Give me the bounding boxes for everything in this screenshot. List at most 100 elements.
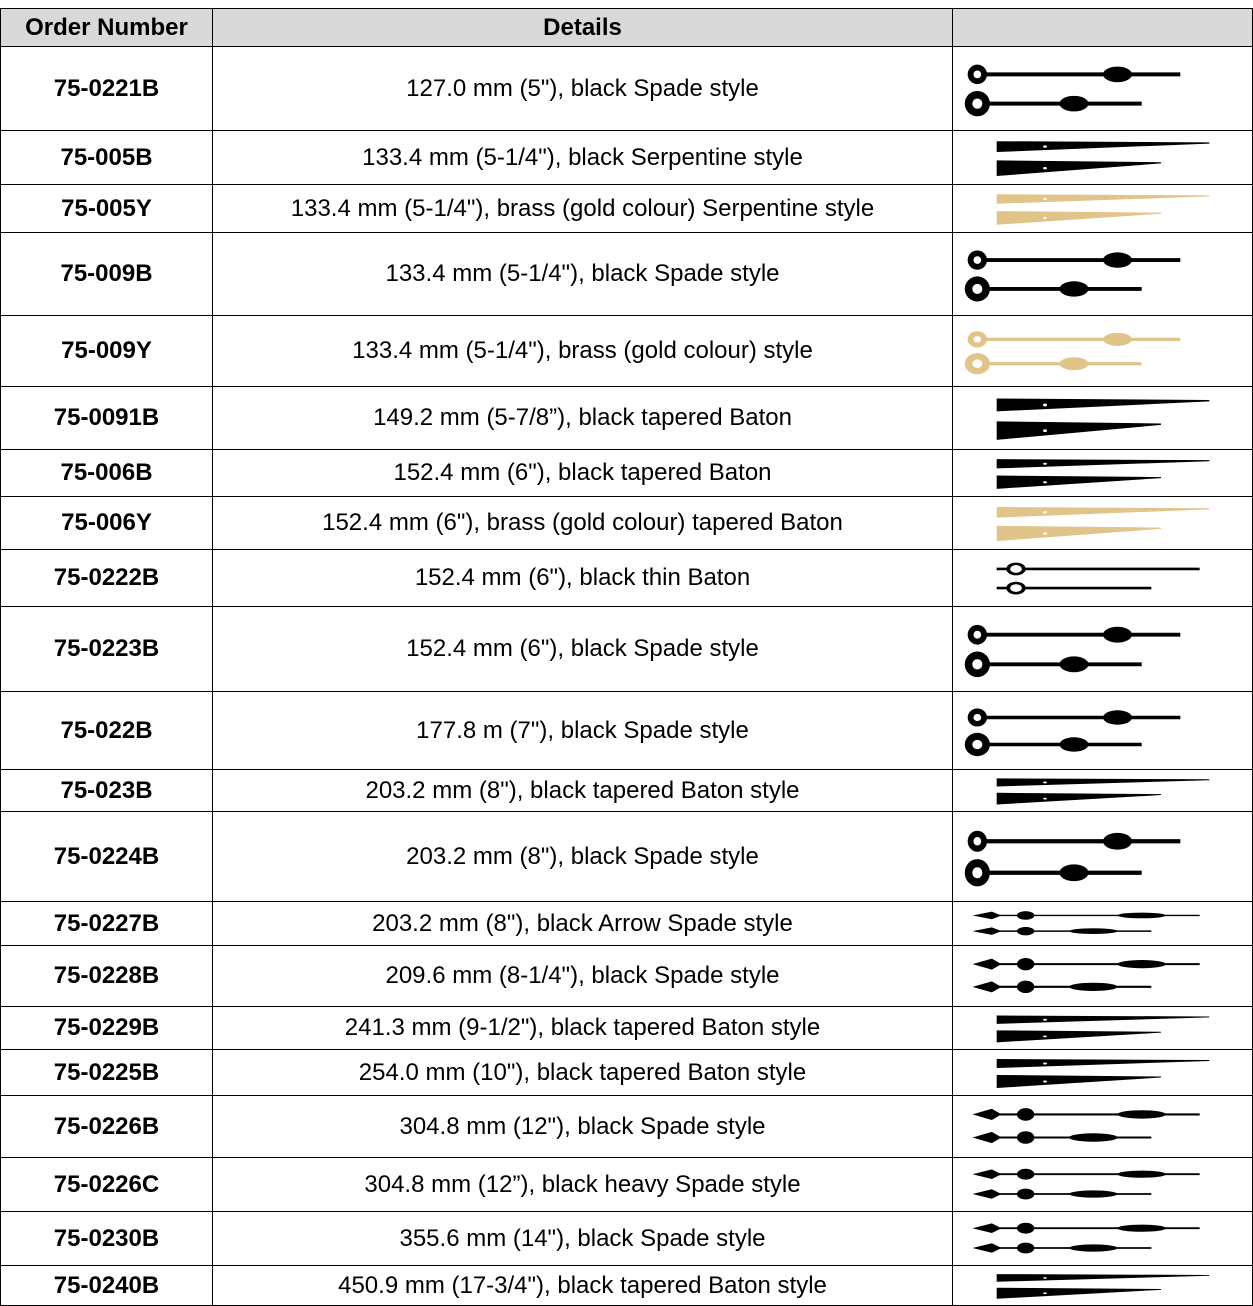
hand-shape <box>972 836 981 845</box>
details: 304.8 mm (12"), black Spade style <box>213 1096 953 1158</box>
order-number: 75-0240B <box>0 1266 213 1306</box>
hand-shape <box>996 1015 1209 1024</box>
order-number: 75-0224B <box>0 812 213 902</box>
hand-shape <box>971 98 982 109</box>
details: 152.4 mm (6"), black tapered Baton <box>213 450 953 497</box>
image-cell <box>953 946 1253 1007</box>
hand-shape <box>1042 1080 1047 1082</box>
hand-shape <box>996 1273 1209 1282</box>
order-number: 75-0225B <box>0 1050 213 1096</box>
hand-shape <box>1059 863 1088 881</box>
order-number: 75-0227B <box>0 902 213 946</box>
clock-hands-image <box>996 398 1209 440</box>
hand-shape <box>1042 510 1047 514</box>
hand-shape <box>996 140 1209 152</box>
details: 241.3 mm (9-1/2"), black tapered Baton s… <box>213 1007 953 1050</box>
image-cell <box>953 607 1253 692</box>
image-cell <box>953 1050 1253 1096</box>
hand-shape <box>1042 1062 1047 1064</box>
order-number: 75-0226C <box>0 1158 213 1212</box>
hand-shape <box>972 713 981 721</box>
hand-shape <box>972 69 981 78</box>
details: 133.4 mm (5-1/4"), black Serpentine styl… <box>213 131 953 185</box>
details: 203.2 mm (8"), black tapered Baton style <box>213 770 953 812</box>
image-cell <box>953 1007 1253 1050</box>
hand-shape <box>1102 66 1132 82</box>
hand-shape <box>1068 982 1117 991</box>
clock-hands-image <box>996 1273 1209 1299</box>
hand-shape <box>971 658 982 669</box>
hand-shape <box>1042 144 1047 148</box>
details: 133.4 mm (5-1/4"), brass (gold colour) s… <box>213 316 953 387</box>
hand-shape <box>1042 1291 1047 1294</box>
hand-shape <box>1042 531 1047 535</box>
image-cell <box>953 1266 1253 1306</box>
image-cell <box>953 131 1253 185</box>
order-number: 75-009B <box>0 233 213 316</box>
hand-shape <box>972 630 981 639</box>
hand-shape <box>1016 1188 1034 1199</box>
hand-shape <box>972 1188 1001 1199</box>
order-number: 75-009Y <box>0 316 213 387</box>
hand-shape <box>996 193 1209 204</box>
hand-shape <box>996 792 1161 804</box>
details: 254.0 mm (10"), black tapered Baton styl… <box>213 1050 953 1096</box>
order-number: 75-0229B <box>0 1007 213 1050</box>
hand-shape <box>972 958 1001 970</box>
hand-shape <box>996 159 1161 176</box>
hand-shape <box>1042 428 1047 432</box>
hand-shape <box>1042 797 1047 800</box>
hand-shape <box>1042 1018 1047 1021</box>
image-cell <box>953 550 1253 607</box>
order-number: 75-0226B <box>0 1096 213 1158</box>
hand-shape <box>1042 166 1047 169</box>
image-cell <box>953 902 1253 946</box>
hand-shape <box>1068 1132 1117 1142</box>
image-cell <box>953 770 1253 812</box>
clock-hands-image <box>964 64 1180 116</box>
hand-shape <box>972 335 981 343</box>
hand-shape <box>971 739 982 749</box>
hand-shape <box>1016 1107 1034 1121</box>
image-cell <box>953 1096 1253 1158</box>
hand-shape <box>1016 1242 1034 1253</box>
hand-shape <box>996 1058 1209 1068</box>
image-cell <box>953 316 1253 387</box>
hand-shape <box>1102 832 1132 850</box>
order-number: 75-0222B <box>0 550 213 607</box>
hand-shape <box>1016 926 1034 935</box>
hand-shape <box>1016 1168 1034 1180</box>
image-cell <box>953 233 1253 316</box>
hand-shape <box>1059 95 1088 111</box>
clock-hands-image <box>972 1168 1200 1199</box>
clock-hands-image <box>996 193 1209 225</box>
hand-shape <box>996 398 1209 411</box>
hand-shape <box>1005 562 1026 575</box>
hand-shape <box>1042 480 1047 483</box>
hand-shape <box>972 1168 1001 1179</box>
hand-shape <box>1117 1224 1166 1232</box>
clock-hands-image <box>996 777 1209 804</box>
hand-shape <box>971 358 982 368</box>
clock-hands-image <box>996 140 1209 176</box>
hand-shape <box>996 777 1209 786</box>
clock-hands-image <box>972 910 1200 935</box>
hand-shape <box>996 1029 1161 1042</box>
hand-shape <box>996 506 1209 518</box>
header-cell: Details <box>213 8 953 47</box>
order-number: 75-0228B <box>0 946 213 1007</box>
hand-shape <box>996 420 1161 440</box>
clock-hands-image <box>996 458 1209 489</box>
order-number: 75-005B <box>0 131 213 185</box>
image-cell <box>953 692 1253 770</box>
hand-shape <box>1005 581 1026 594</box>
hand-shape <box>1059 736 1088 752</box>
details: 133.4 mm (5-1/4"), black Spade style <box>213 233 953 316</box>
details: 304.8 mm (12”), black heavy Spade style <box>213 1158 953 1212</box>
details: 209.6 mm (8-1/4"), black Spade style <box>213 946 953 1007</box>
hand-shape <box>1042 403 1047 406</box>
details: 450.9 mm (17-3/4"), black tapered Baton … <box>213 1266 953 1306</box>
hand-shape <box>1059 356 1088 370</box>
hand-shape <box>971 866 982 878</box>
hand-shape <box>972 1131 1001 1143</box>
